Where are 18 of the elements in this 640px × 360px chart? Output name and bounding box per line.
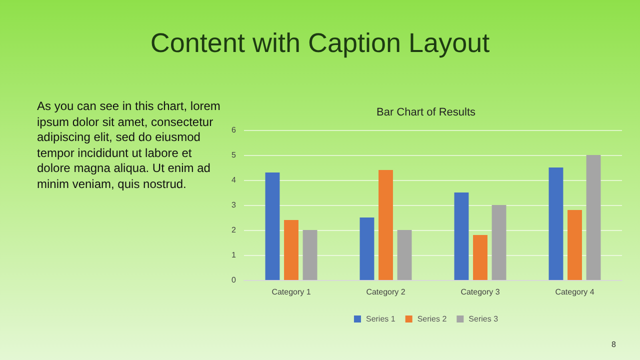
x-tick-label: Category 3 (460, 288, 500, 296)
y-tick-label: 5 (232, 150, 237, 160)
legend-label: Series 2 (417, 314, 448, 324)
text: 8 (612, 340, 616, 349)
text: As you can see in this chart, lorem ipsum dolor sit amet, consectetur adipiscing elit, sed do eiusmod tempor incididunt ut labore et dolore magna aliqua. Ut enim ad minim veniam, quis nostrud. (37, 99, 222, 192)
y-tick-label: 3 (232, 200, 237, 210)
legend-label: Series 3 (468, 314, 499, 324)
x-tick-label: Category 2 (366, 288, 406, 296)
y-tick-label: 0 (232, 276, 237, 284)
chart-title: Bar Chart of Results (376, 106, 476, 118)
y-tick-label: 2 (232, 226, 237, 234)
y-tick-label: 4 (232, 176, 237, 184)
x-tick-label: Category 4 (555, 288, 595, 296)
text: Content with Caption Layout (149, 28, 491, 59)
y-tick-label: 6 (232, 126, 237, 134)
x-tick-label: Category 1 (272, 288, 312, 296)
legend-label: Series 1 (366, 314, 396, 324)
y-tick-label: 1 (232, 250, 237, 260)
